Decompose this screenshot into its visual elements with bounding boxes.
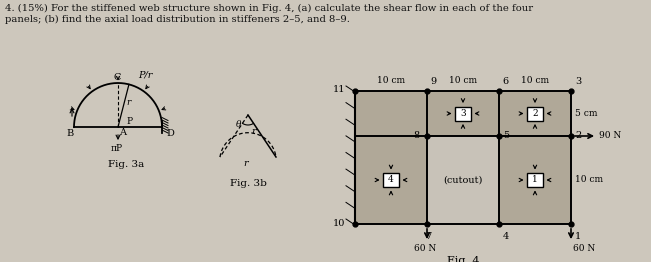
Bar [499, 91, 571, 136]
Text: Fig. 4: Fig. 4 [447, 256, 479, 262]
Text: 90 N: 90 N [599, 132, 621, 140]
Bar [527, 106, 543, 121]
Text: 1: 1 [532, 176, 538, 184]
Text: P: P [126, 117, 132, 126]
Text: 4. (15%) For the stiffened web structure shown in Fig. 4, (a) calculate the shea: 4. (15%) For the stiffened web structure… [5, 4, 533, 13]
Bar [455, 106, 471, 121]
Text: 3: 3 [575, 77, 581, 86]
Text: 1: 1 [575, 232, 581, 241]
Text: B: B [66, 129, 74, 138]
Text: C: C [113, 73, 120, 82]
Text: θ: θ [236, 120, 242, 129]
Text: πP: πP [111, 144, 123, 153]
Text: 10 cm: 10 cm [449, 76, 477, 85]
Bar [499, 136, 571, 224]
Bar [527, 173, 543, 187]
Text: 11: 11 [333, 85, 345, 94]
Text: 8: 8 [413, 132, 419, 140]
Bar [355, 136, 427, 224]
Text: 2: 2 [575, 132, 581, 140]
Text: 10: 10 [333, 220, 345, 228]
Bar [383, 173, 399, 187]
Text: 4: 4 [503, 232, 509, 241]
Bar [427, 136, 499, 224]
Text: 2: 2 [532, 109, 538, 118]
Text: 10 cm: 10 cm [521, 76, 549, 85]
Text: 7: 7 [425, 232, 431, 241]
Text: 4: 4 [388, 176, 394, 184]
Text: r: r [251, 127, 256, 136]
Text: 6: 6 [502, 77, 508, 86]
Text: P/r: P/r [138, 71, 152, 80]
Text: Fig. 3b: Fig. 3b [230, 179, 267, 188]
Text: D: D [166, 129, 174, 138]
Text: A: A [119, 128, 126, 137]
Text: 10 cm: 10 cm [377, 76, 405, 85]
Text: 5: 5 [503, 132, 509, 140]
Text: 60 N: 60 N [573, 244, 595, 253]
Text: r: r [243, 159, 247, 168]
Text: Fig. 3a: Fig. 3a [108, 160, 145, 169]
Text: 60 N: 60 N [414, 244, 436, 253]
Text: 5 cm: 5 cm [575, 109, 598, 118]
Text: r: r [126, 98, 131, 107]
Bar [427, 91, 499, 136]
Text: 10 cm: 10 cm [575, 176, 603, 184]
Text: panels; (b) find the axial load distribution in stiffeners 2–5, and 8–9.: panels; (b) find the axial load distribu… [5, 15, 350, 24]
Text: (cutout): (cutout) [443, 176, 482, 184]
Text: 3: 3 [460, 109, 466, 118]
Bar [355, 91, 427, 136]
Text: 9: 9 [430, 77, 436, 86]
